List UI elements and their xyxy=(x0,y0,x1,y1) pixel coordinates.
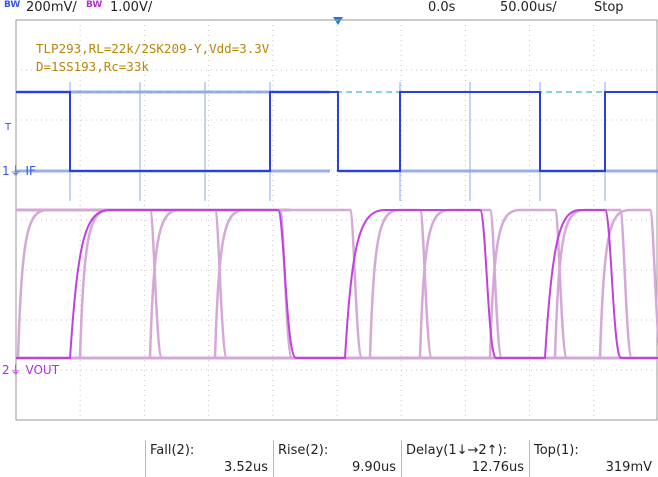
measurement-delay-name: Delay(1↓→2↑): xyxy=(406,443,508,458)
annotation-text: TLP293,RL=22k/2SK209-Y,Vdd=3.3V D=1SS193… xyxy=(36,40,269,76)
ch2-bw-indicator: BW xyxy=(86,0,103,10)
measurement-rise-name: Rise(2): xyxy=(278,443,329,458)
ch2-label: VOUT xyxy=(25,363,60,377)
measurement-top[interactable]: Top(1): 319mV xyxy=(529,440,658,477)
measurement-fall[interactable]: Fall(2): 3.52us xyxy=(145,440,274,477)
time-scale[interactable]: 50.00us/ xyxy=(500,0,557,15)
live-traces xyxy=(16,91,658,359)
trigger-level-label: T xyxy=(5,122,12,133)
measurement-top-name: Top(1): xyxy=(534,443,579,458)
ch1-trace xyxy=(16,91,658,172)
waveform-display xyxy=(15,19,658,421)
status-bar: BW 200mV/ BW 1.00V/ 0.0s 50.00us/ Stop xyxy=(0,0,658,17)
measurement-top-value: 319mV xyxy=(605,460,652,475)
ch2-persistence-pulse xyxy=(213,208,364,360)
measurement-rise-value: 9.90us xyxy=(352,460,396,475)
time-offset[interactable]: 0.0s xyxy=(428,0,456,15)
ch1-label: IF xyxy=(25,164,36,178)
graticule xyxy=(15,19,658,421)
ch1-scale[interactable]: 200mV/ xyxy=(26,0,77,15)
trigger-position-marker[interactable] xyxy=(333,17,343,25)
ch2-scale[interactable]: 1.00V/ xyxy=(110,0,153,15)
ch2-ground-marker[interactable]: 2⏚ VOUT xyxy=(2,363,60,377)
ch2-persistence-pulse xyxy=(488,208,569,360)
ch1-number: 1 xyxy=(2,164,10,178)
measurement-delay-value: 12.76us xyxy=(471,460,524,475)
ch1-bw-indicator: BW xyxy=(4,0,21,10)
ch1-ground-marker[interactable]: 1⏚ IF xyxy=(2,164,36,178)
ch2-trace xyxy=(16,209,658,359)
measurement-bar: Fall(2): 3.52us Rise(2): 9.90us Delay(1↓… xyxy=(0,440,658,477)
trigger-level-marker[interactable]: T xyxy=(5,122,11,133)
annotation-line-1: TLP293,RL=22k/2SK209-Y,Vdd=3.3V xyxy=(36,41,270,56)
measurement-delay[interactable]: Delay(1↓→2↑): 12.76us xyxy=(401,440,530,477)
measurement-rise[interactable]: Rise(2): 9.90us xyxy=(273,440,402,477)
run-state[interactable]: Stop xyxy=(594,0,624,15)
measurement-fall-name: Fall(2): xyxy=(150,443,195,458)
ch2-persistence-pulse xyxy=(598,208,658,359)
ch2-number: 2 xyxy=(2,363,10,377)
annotation-line-2: D=1SS193,Rc=33k xyxy=(36,59,149,74)
measurement-fall-value: 3.52us xyxy=(224,460,268,475)
